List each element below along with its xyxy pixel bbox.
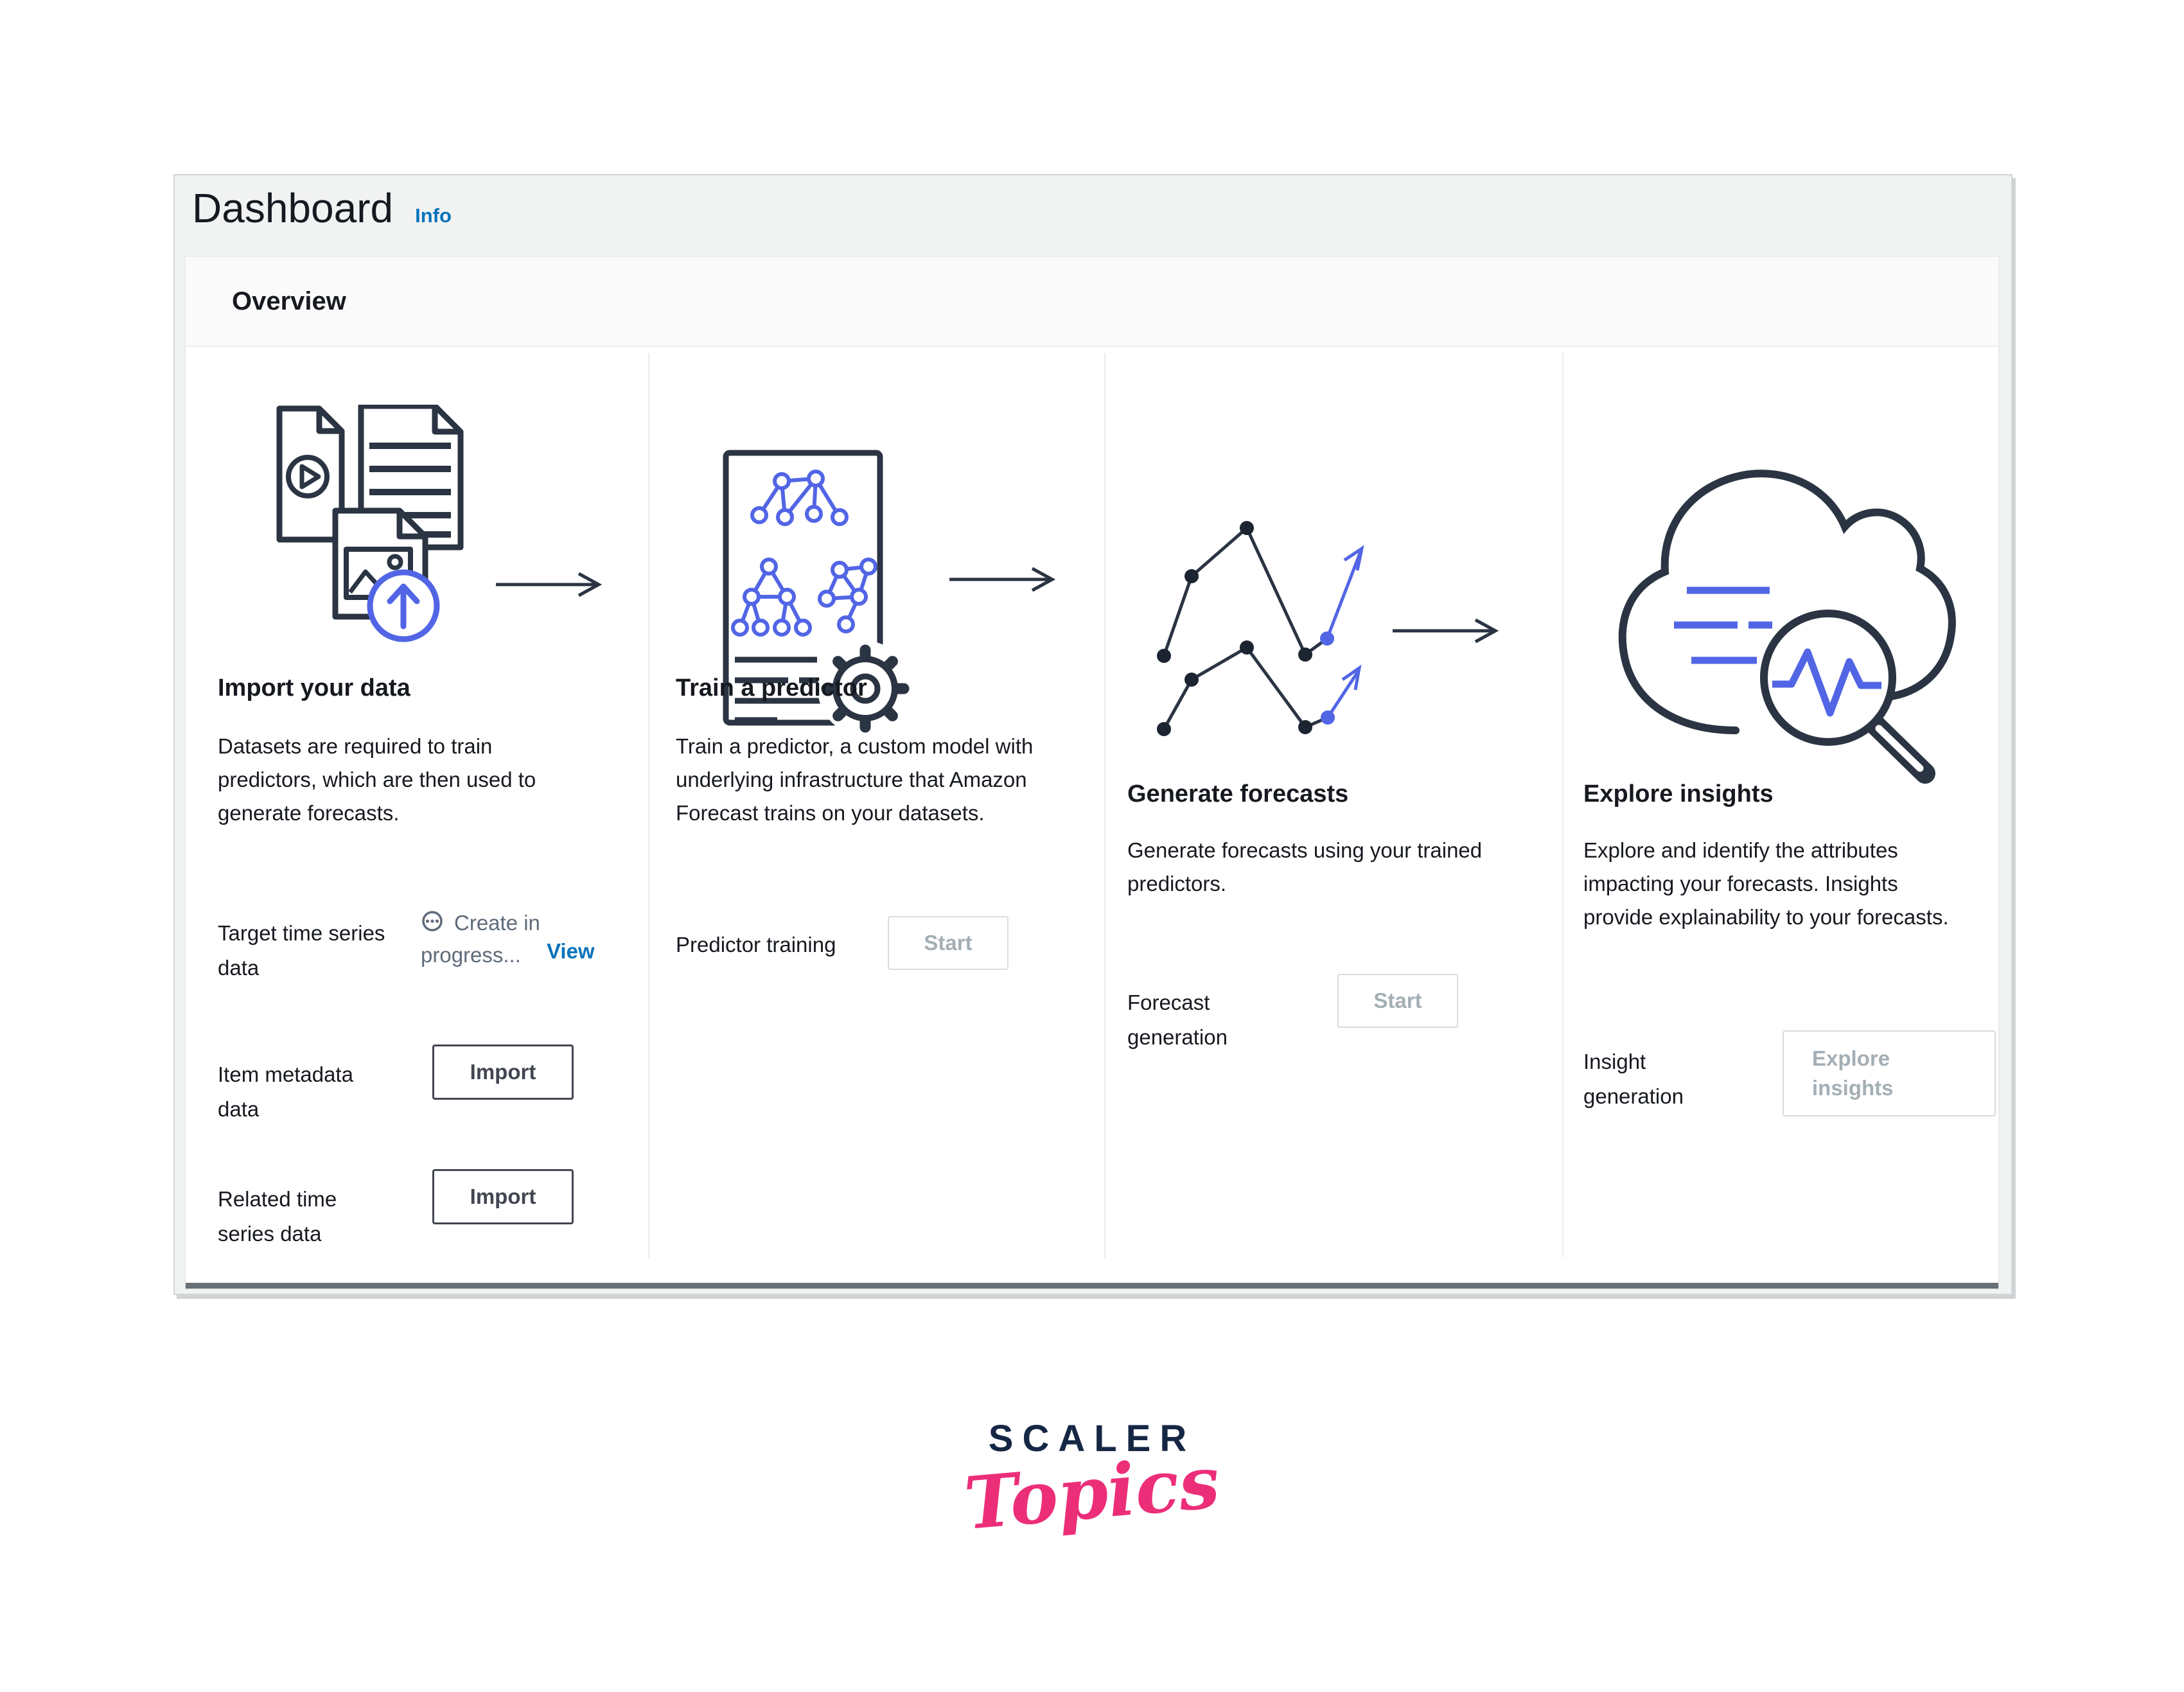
import-data-title: Import your data <box>218 674 410 701</box>
overview-panel: Overview <box>184 256 2000 1290</box>
column-divider <box>648 353 649 1258</box>
flow-arrow-icon <box>949 567 1056 592</box>
import-item-metadata-button[interactable]: Import <box>432 1044 574 1100</box>
view-link[interactable]: View <box>547 939 595 963</box>
predictor-training-label: Predictor training <box>676 933 836 956</box>
predictor-training-start-button[interactable]: Start <box>888 916 1008 970</box>
insight-generation-label: Insight generation <box>1583 1050 1684 1108</box>
column-divider <box>1104 353 1105 1258</box>
explore-insights-description: Explore and identify the attributes impa… <box>1583 838 1949 929</box>
info-link[interactable]: Info <box>415 204 452 227</box>
flow-arrow-icon <box>496 572 603 597</box>
scaler-topics-logo: SCALER Topics <box>874 1417 1310 1546</box>
forecast-generation-label: Forecast generation <box>1127 991 1228 1049</box>
train-predictor-description: Train a predictor, a custom model with u… <box>676 734 1034 825</box>
logo-brand-text: SCALER <box>988 1418 1196 1459</box>
explore-insights-icon <box>1618 470 1956 784</box>
explore-insights-button[interactable]: Explore insights <box>1783 1030 1996 1116</box>
page-header: Dashboard Info <box>192 184 452 232</box>
generate-forecasts-icon <box>1157 521 1364 736</box>
panel-bottom-scrollbar[interactable] <box>186 1283 1998 1289</box>
target-time-series-status: Create in progress... <box>421 911 540 967</box>
generate-forecasts-description: Generate forecasts using your trained pr… <box>1127 838 1483 895</box>
import-data-icon <box>276 405 464 642</box>
generate-forecasts-title: Generate forecasts <box>1127 780 1349 807</box>
overview-panel-header: Overview <box>186 257 1998 347</box>
console-window: Dashboard Info Overview <box>173 174 2012 1295</box>
explore-insights-title: Explore insights <box>1583 780 1774 807</box>
in-progress-icon <box>422 911 443 931</box>
related-time-series-label: Related time series data <box>218 1187 337 1246</box>
target-time-series-label: Target time series data <box>218 921 385 980</box>
import-related-time-series-button[interactable]: Import <box>432 1169 574 1224</box>
flow-arrow-icon <box>1393 618 1499 644</box>
train-predictor-title: Train a predictor <box>676 674 867 701</box>
overview-title: Overview <box>232 287 346 315</box>
column-divider <box>1562 353 1563 1258</box>
import-data-description: Datasets are required to train predictor… <box>218 734 536 825</box>
page-title: Dashboard <box>192 185 394 231</box>
item-metadata-label: Item metadata data <box>218 1062 353 1121</box>
train-predictor-icon <box>723 450 913 736</box>
forecast-generation-start-button[interactable]: Start <box>1337 974 1458 1028</box>
